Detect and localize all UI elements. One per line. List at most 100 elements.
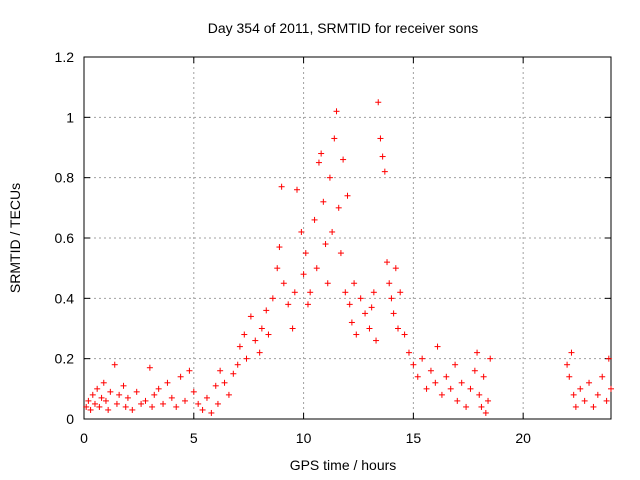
data-point <box>199 406 206 413</box>
data-point <box>129 406 136 413</box>
data-point <box>432 379 439 386</box>
data-point <box>256 349 263 356</box>
data-point <box>331 135 338 142</box>
data-point <box>190 388 197 395</box>
data-point <box>151 391 158 398</box>
data-point <box>265 331 272 338</box>
y-tick-label: 0.2 <box>55 351 75 367</box>
data-point <box>322 241 329 248</box>
data-point <box>285 301 292 308</box>
chart-title: Day 354 of 2011, SRMTID for receiver son… <box>208 20 479 36</box>
data-point <box>87 406 94 413</box>
data-point <box>357 295 364 302</box>
data-point <box>335 204 342 211</box>
data-point <box>89 391 96 398</box>
data-point <box>274 265 281 272</box>
data-point <box>377 135 384 142</box>
data-point <box>124 394 131 401</box>
data-point <box>362 310 369 317</box>
y-axis-title: SRMTID / TECUs <box>7 183 23 293</box>
plot-frame <box>83 56 612 420</box>
y-tick-label: 0.8 <box>55 170 75 186</box>
x-tick-label: 20 <box>515 430 531 446</box>
data-point <box>570 391 577 398</box>
data-point <box>405 349 412 356</box>
data-point <box>423 385 430 392</box>
data-point <box>96 403 103 410</box>
x-tick-label: 10 <box>296 430 312 446</box>
data-point <box>280 280 287 287</box>
data-point <box>102 397 109 404</box>
data-point <box>195 400 202 407</box>
data-point <box>120 382 127 389</box>
data-point <box>324 280 331 287</box>
data-point <box>298 228 305 235</box>
data-point <box>594 391 601 398</box>
data-point <box>247 313 254 320</box>
x-axis-title: GPS time / hours <box>290 457 397 473</box>
data-point <box>142 397 149 404</box>
data-point <box>91 400 98 407</box>
data-point <box>217 367 224 374</box>
data-point <box>346 301 353 308</box>
data-point <box>221 379 228 386</box>
data-point <box>289 325 296 332</box>
data-point <box>315 159 322 166</box>
data-point <box>212 382 219 389</box>
data-point <box>258 325 265 332</box>
data-point <box>291 289 298 296</box>
data-point <box>307 289 314 296</box>
data-point <box>447 385 454 392</box>
data-point <box>252 337 259 344</box>
data-point <box>590 403 597 410</box>
data-point <box>318 150 325 157</box>
data-point <box>586 379 593 386</box>
data-point <box>326 174 333 181</box>
data-point <box>105 406 112 413</box>
data-points <box>83 99 614 416</box>
data-point <box>225 391 232 398</box>
data-point <box>414 373 421 380</box>
x-tick-label: 5 <box>190 430 198 446</box>
data-point <box>337 250 344 257</box>
data-point <box>98 394 105 401</box>
data-point <box>452 361 459 368</box>
data-point <box>410 361 417 368</box>
data-point <box>463 403 470 410</box>
y-tick-label: 0 <box>66 411 74 427</box>
y-tick-label: 0.6 <box>55 230 75 246</box>
data-point <box>375 99 382 106</box>
x-tick-labels: 0 5 10 15 20 <box>80 430 531 446</box>
data-point <box>419 355 426 362</box>
data-point <box>344 192 351 199</box>
data-point <box>269 295 276 302</box>
data-point <box>85 397 92 404</box>
data-point <box>234 361 241 368</box>
data-point <box>379 153 386 160</box>
data-point <box>353 331 360 338</box>
grid <box>84 57 611 419</box>
data-point <box>482 409 489 416</box>
data-point <box>304 301 311 308</box>
data-point <box>392 265 399 272</box>
data-point <box>133 388 140 395</box>
data-point <box>177 373 184 380</box>
x-tick-label: 15 <box>406 430 422 446</box>
data-point <box>107 388 114 395</box>
data-point <box>168 394 175 401</box>
data-point <box>94 385 101 392</box>
data-point <box>478 403 485 410</box>
data-point <box>342 289 349 296</box>
data-point <box>293 186 300 193</box>
data-point <box>605 355 612 362</box>
data-point <box>186 367 193 374</box>
data-point <box>302 250 309 257</box>
data-point <box>566 373 573 380</box>
data-point <box>487 355 494 362</box>
data-point <box>397 289 404 296</box>
data-point <box>434 343 441 350</box>
data-point <box>351 280 358 287</box>
data-point <box>116 391 123 398</box>
data-point <box>467 385 474 392</box>
